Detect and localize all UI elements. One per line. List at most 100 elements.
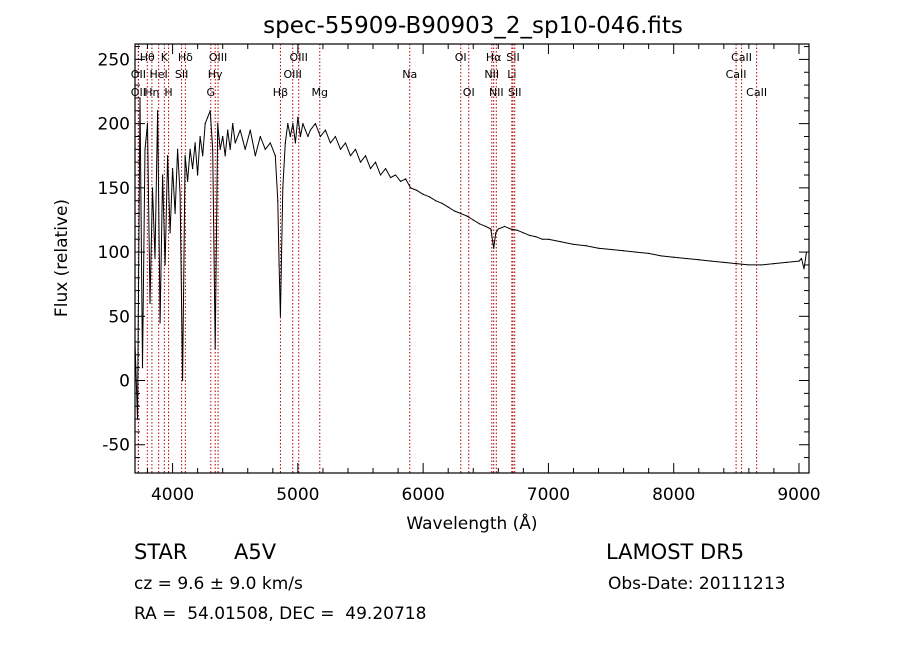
flux-point-12 — [164, 264, 166, 266]
flux-point-37 — [227, 129, 229, 131]
line-label-11: OIII — [209, 51, 227, 64]
flux-point-49 — [277, 200, 279, 202]
flux-point-46 — [264, 148, 266, 150]
flux-point-77 — [374, 161, 377, 163]
flux-point-112 — [597, 247, 600, 249]
flux-point-57 — [292, 123, 294, 125]
flux-point-22 — [189, 148, 191, 150]
flux-point-43 — [249, 129, 251, 131]
flux-point-73 — [354, 148, 357, 150]
flux-point-6 — [149, 302, 151, 305]
redshift-text: cz = 9.6 ± 9.0 km/s — [134, 574, 303, 594]
flux-point-7 — [151, 187, 154, 189]
flux-point-101 — [503, 225, 506, 227]
line-label-2: OII — [131, 68, 146, 81]
flux-point-48 — [274, 155, 276, 157]
flux-point-34 — [219, 148, 221, 150]
flux-point-75 — [364, 155, 367, 157]
line-label-22: SII — [506, 51, 519, 64]
flux-point-85 — [416, 189, 418, 192]
line-label-20: NII — [484, 68, 499, 81]
flux-point-94 — [472, 219, 474, 221]
flux-point-124 — [748, 264, 750, 266]
line-label-14: OIII — [284, 68, 302, 81]
emission-line-markers: OIIHθOIIHηHeIKHSIIHδGHγOIIIHβOIIIOIIIMgN… — [131, 44, 767, 473]
flux-point-84 — [410, 187, 412, 189]
flux-point-36 — [224, 155, 226, 157]
flux-point-35 — [222, 135, 224, 138]
line-label-6: H — [164, 86, 172, 99]
x-tick-label-2: 6000 — [402, 485, 445, 505]
flux-point-105 — [529, 234, 531, 236]
flux-point-120 — [698, 259, 700, 261]
x-tick-label-5: 9000 — [777, 485, 820, 505]
flux-point-53 — [282, 187, 284, 189]
flux-point-88 — [435, 200, 437, 202]
flux-point-87 — [428, 196, 431, 198]
flux-point-102 — [510, 228, 512, 230]
line-label-25: CaII — [731, 51, 752, 64]
x-tick-label-1: 5000 — [276, 485, 319, 505]
plot-frame — [134, 43, 810, 474]
flux-point-54 — [284, 142, 286, 144]
spectrum-series — [134, 97, 808, 420]
line-label-23: Li — [507, 68, 516, 81]
flux-point-33 — [217, 123, 219, 125]
flux-point-72 — [349, 155, 352, 157]
flux-point-66 — [319, 135, 322, 138]
object-type: STAR — [134, 540, 188, 564]
flux-point-116 — [648, 252, 650, 254]
line-label-8: Hδ — [178, 51, 193, 64]
line-label-13: OIII — [290, 51, 308, 64]
y-tick-label-1: 0 — [119, 372, 130, 392]
flux-point-31 — [212, 148, 214, 150]
flux-point-92 — [460, 212, 462, 215]
line-label-15: Mg — [312, 86, 328, 99]
flux-point-81 — [394, 174, 397, 176]
flux-point-56 — [289, 135, 291, 138]
flux-point-40 — [234, 142, 236, 144]
flux-point-51 — [279, 315, 282, 317]
flux-point-63 — [307, 135, 309, 138]
line-label-18: OI — [463, 86, 475, 99]
flux-point-79 — [384, 167, 387, 170]
flux-point-5 — [146, 123, 149, 125]
flux-point-115 — [635, 251, 637, 253]
flux-point-27 — [202, 155, 204, 157]
flux-line — [134, 97, 807, 420]
x-tick-label-3: 7000 — [527, 485, 570, 505]
line-label-1: Hθ — [140, 51, 155, 64]
y-tick-label-6: 250 — [98, 50, 130, 70]
y-tick-label-5: 200 — [98, 115, 130, 135]
line-label-26: CaII — [726, 68, 747, 81]
flux-point-29 — [207, 116, 209, 118]
flux-point-78 — [379, 174, 382, 176]
flux-point-104 — [522, 232, 524, 234]
flux-point-128 — [798, 260, 800, 262]
flux-point-108 — [547, 238, 550, 240]
line-label-9: G — [207, 86, 216, 99]
flux-point-86 — [422, 193, 424, 195]
flux-point-106 — [535, 236, 537, 238]
x-axis-label: Wavelength (Å) — [406, 512, 537, 534]
y-tick-label-4: 150 — [98, 179, 130, 199]
flux-point-26 — [199, 135, 201, 138]
flux-point-82 — [399, 180, 402, 183]
flux-point-65 — [314, 123, 317, 125]
flux-point-91 — [453, 210, 456, 212]
flux-point-126 — [773, 263, 775, 265]
flux-point-67 — [324, 129, 327, 131]
flux-point-42 — [244, 148, 246, 150]
flux-point-58 — [294, 142, 296, 144]
line-label-19: Hα — [486, 51, 502, 64]
flux-point-38 — [229, 148, 231, 150]
y-tick-label-2: 50 — [108, 307, 130, 327]
flux-point-39 — [232, 123, 234, 125]
flux-point-130 — [803, 268, 805, 270]
flux-point-30 — [209, 110, 211, 112]
flux-point-76 — [369, 167, 372, 170]
flux-point-114 — [622, 250, 625, 252]
x-tick-label-0: 4000 — [151, 485, 194, 505]
flux-point-61 — [302, 123, 304, 125]
